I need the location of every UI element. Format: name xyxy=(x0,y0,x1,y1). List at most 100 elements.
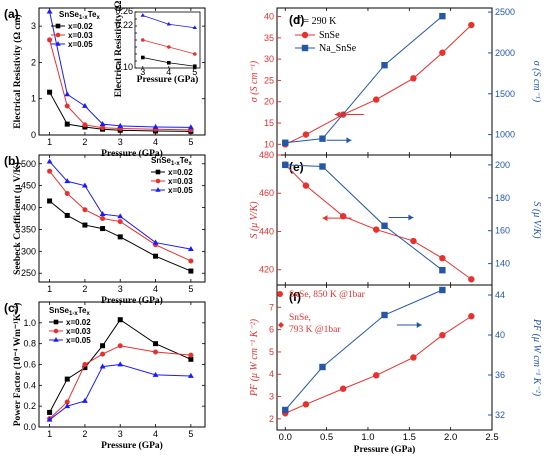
x-tick-label: 2 xyxy=(82,284,87,294)
inset-data-point xyxy=(141,38,145,42)
legend-marker xyxy=(55,23,61,29)
inset-x-tick-label: 5 xyxy=(192,67,197,77)
data-point xyxy=(188,352,194,358)
legend-title: SnSe1-xTex xyxy=(59,10,100,21)
data-point xyxy=(117,317,123,323)
data-point xyxy=(99,211,106,217)
x-tick-label: 1 xyxy=(47,137,52,147)
legend-marker xyxy=(155,178,161,184)
panel-label: (d) xyxy=(289,13,304,27)
data-point xyxy=(439,255,446,262)
series-line xyxy=(285,24,472,145)
data-point xyxy=(117,234,123,240)
legend-label: x=0.03 xyxy=(68,31,93,40)
inset-data-point xyxy=(193,64,197,69)
data-point xyxy=(187,246,194,252)
x-tick-label: 0.5 xyxy=(320,432,333,443)
data-point xyxy=(117,361,124,367)
data-point xyxy=(82,122,88,128)
data-point xyxy=(100,216,106,221)
panel-c: 1 2 3 4 5 0.0 0.2 0.4 0.6 0.8 1.0 Pressure (GPa) Pow… xyxy=(4,301,206,451)
series-line xyxy=(49,363,191,421)
data-point xyxy=(82,182,88,188)
y-tick-label: 0.8 xyxy=(23,339,36,349)
axis-arrow-head xyxy=(416,322,422,328)
data-point xyxy=(152,123,159,129)
data-point xyxy=(46,8,53,14)
y-tick-label: 500 xyxy=(21,159,36,169)
legend-title-part: SnSe xyxy=(151,156,172,165)
axis-arrow-head xyxy=(346,137,352,144)
annotation-marker xyxy=(278,322,284,328)
x-tick-label: 3 xyxy=(118,284,123,294)
data-point xyxy=(64,121,70,127)
data-point xyxy=(468,313,475,320)
data-point xyxy=(100,226,106,232)
data-point xyxy=(282,406,289,414)
y-axis-label-left: PF (μ W cm⁻¹ K⁻²) xyxy=(249,318,260,397)
data-point xyxy=(117,213,124,219)
data-point xyxy=(381,61,388,69)
x-tick-label: 4 xyxy=(153,284,158,294)
series-line xyxy=(284,289,443,411)
axis-arrow-head xyxy=(334,111,340,118)
x-axis-label: Pressure (GPa) xyxy=(354,444,416,455)
y-tick-label-left: 440 xyxy=(259,226,274,236)
inset-y-tick-label: 0.22 xyxy=(115,20,133,30)
x-tick-label: 5 xyxy=(188,429,193,439)
data-point xyxy=(439,331,446,339)
data-point xyxy=(319,163,326,170)
y-tick-label-right: 36 xyxy=(495,370,505,380)
data-point xyxy=(64,212,70,218)
data-point xyxy=(381,311,388,319)
inset-y-tick-label: 0.10 xyxy=(115,62,133,72)
series-line xyxy=(284,164,472,280)
data-point xyxy=(282,161,289,169)
data-point xyxy=(47,409,53,415)
axis-arrow-head xyxy=(408,214,414,221)
annotation-850k: SnSe, 850 K @1bar xyxy=(289,290,366,300)
plot-frame xyxy=(276,284,493,431)
x-axis-label: Pressure (GPa) xyxy=(101,295,163,306)
inset-y-tick-label: 0.26 xyxy=(115,6,133,16)
y-tick-label-right: 180 xyxy=(495,193,510,203)
legend-title: SnSe1-xTex xyxy=(151,156,192,167)
panel-label: (e) xyxy=(289,160,304,174)
panel-label: (c) xyxy=(4,301,19,315)
plot-frame xyxy=(276,154,493,286)
legend-label: Na_SnSe xyxy=(319,43,357,54)
x-tick-label: 2 xyxy=(82,137,87,147)
y-tick-label-left: 480 xyxy=(259,150,274,160)
x-tick-label: 0.0 xyxy=(279,432,292,443)
y-tick-label-left: 2 xyxy=(269,414,274,424)
legend-marker xyxy=(155,187,161,192)
inset-y-label: Electrical Resistivity (Ω cm) xyxy=(113,0,124,97)
y-tick-label-left: 15 xyxy=(264,118,274,128)
inset-x-tick-label: 4 xyxy=(166,67,171,77)
data-point xyxy=(82,102,88,108)
y-tick-label: 0.2 xyxy=(23,401,36,411)
y-axis-label: Electrical Resistivity (Ω cm) xyxy=(12,14,23,128)
data-point xyxy=(64,403,71,409)
legend-label: x=0.05 xyxy=(66,336,91,345)
data-point xyxy=(100,343,106,349)
data-point xyxy=(64,178,71,184)
y-tick-label-left: 6 xyxy=(269,325,274,335)
data-point xyxy=(439,12,446,20)
legend-label: x=0.03 xyxy=(168,177,193,186)
y-tick-label-right: 2500 xyxy=(495,7,515,17)
legend-title-part: Te xyxy=(180,156,189,165)
y-tick-label: 0 xyxy=(31,130,36,140)
data-point xyxy=(82,362,88,367)
legend-title: SnSe1-xTex xyxy=(49,306,90,317)
data-point xyxy=(468,276,475,283)
y-tick-label-left: 40 xyxy=(264,12,274,22)
data-point xyxy=(82,207,88,213)
data-point xyxy=(468,21,475,29)
data-point xyxy=(64,191,70,197)
y-tick-label: 0.6 xyxy=(23,360,36,370)
y-axis-label: Seebeck Coefficient (μ V/K) xyxy=(12,162,23,275)
data-point xyxy=(188,258,194,264)
